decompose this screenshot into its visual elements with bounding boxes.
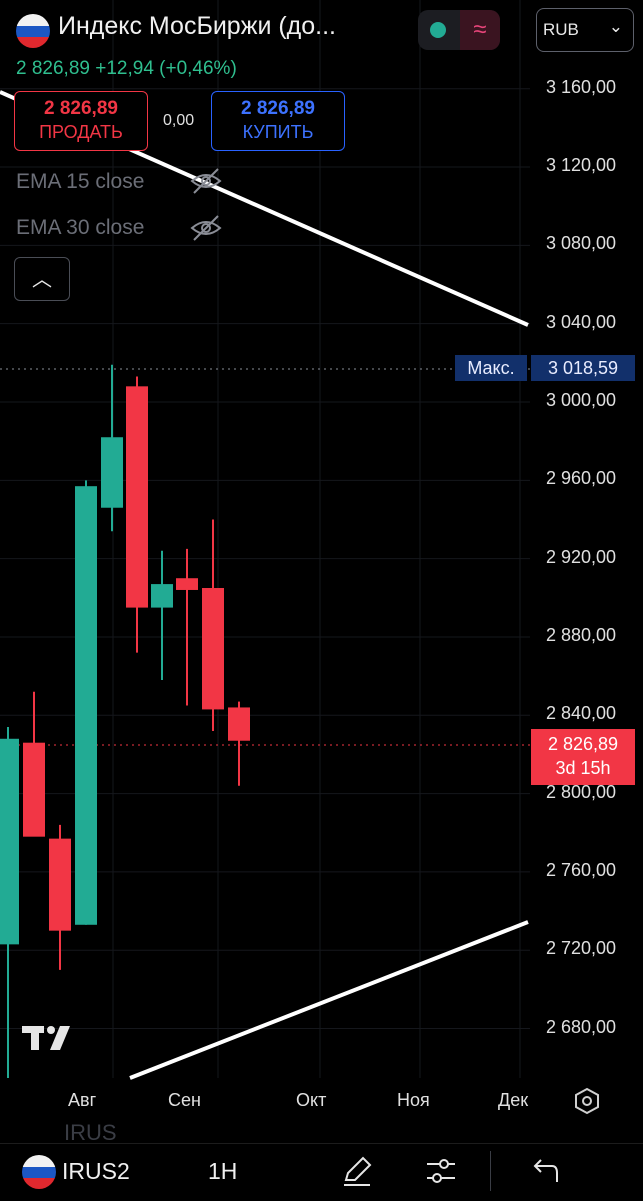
candle-up <box>75 486 97 925</box>
market-status-pill[interactable]: ≈ <box>418 10 500 50</box>
price-tick-label: 2 840,00 <box>546 703 617 724</box>
sliders-icon[interactable] <box>424 1154 458 1188</box>
countdown-value: 3d 15h <box>555 758 611 778</box>
candle-down <box>202 588 224 710</box>
time-tick-label: Ноя <box>397 1090 430 1110</box>
sell-label: ПРОДАТЬ <box>39 122 123 142</box>
candle-up <box>151 584 173 608</box>
currency-select[interactable]: RUB ⌄ <box>536 8 634 52</box>
ghost-symbol: IRUS <box>64 1120 117 1145</box>
support-trendline <box>129 920 529 1080</box>
price-tick-label: 2 920,00 <box>546 546 617 567</box>
pencil-icon[interactable] <box>340 1154 374 1188</box>
bottom-toolbar <box>0 1143 643 1201</box>
candles <box>0 364 250 1078</box>
time-tick-label: Дек <box>498 1090 529 1110</box>
russia-flag-icon <box>22 1155 56 1189</box>
candle-down <box>228 707 250 741</box>
price-tick-label: 2 960,00 <box>546 468 617 489</box>
chevron-down-icon: ⌄ <box>608 17 623 36</box>
candle-up <box>0 738 19 945</box>
sell-price: 2 826,89 <box>44 98 118 119</box>
buy-button[interactable]: 2 826,89 КУПИТЬ <box>211 91 345 151</box>
toolbar-divider <box>490 1151 491 1191</box>
price-tick-label: 3 080,00 <box>546 233 617 254</box>
price-tick-label: 3 000,00 <box>546 390 617 410</box>
buy-label: КУПИТЬ <box>242 122 314 142</box>
spread-value: 0,00 <box>163 112 195 129</box>
price-tick-label: 3 120,00 <box>546 155 617 176</box>
max-price-label: Макс. <box>455 355 527 381</box>
collapse-indicators-button[interactable]: ︿ <box>14 257 70 301</box>
max-price-value: 3 018,59 <box>531 355 635 381</box>
currency-label: RUB <box>543 20 579 39</box>
undo-icon[interactable] <box>526 1154 560 1188</box>
price-tick-label: 2 800,00 <box>546 781 617 802</box>
time-tick-label: Авг <box>68 1090 97 1110</box>
candle-down <box>49 838 71 931</box>
symbol-title[interactable]: Индекс МосБиржи (до... <box>58 12 337 40</box>
eye-off-icon[interactable] <box>189 213 223 243</box>
price-tick-label: 2 680,00 <box>546 1016 617 1037</box>
time-tick-label: Окт <box>296 1090 327 1110</box>
symbol-selector[interactable]: IRUS2 <box>62 1158 130 1184</box>
price-tick-label: 2 720,00 <box>546 938 617 959</box>
buy-price: 2 826,89 <box>241 98 315 119</box>
wave-icon: ≈ <box>460 10 500 50</box>
candle-down <box>176 578 198 590</box>
timeframe-selector[interactable]: 1H <box>208 1158 238 1184</box>
candle-down <box>23 742 45 837</box>
sell-button[interactable]: 2 826,89 ПРОДАТЬ <box>14 91 148 151</box>
chevron-up-icon: ︿ <box>32 269 52 291</box>
candle-up <box>101 437 123 508</box>
candle-down <box>126 386 148 608</box>
settings-hexagon-icon[interactable] <box>572 1086 602 1116</box>
price-tick-label: 3 160,00 <box>546 76 617 97</box>
price-tick-label: 2 760,00 <box>546 859 617 880</box>
market-dot-icon <box>430 22 446 38</box>
eye-off-icon[interactable] <box>189 166 223 196</box>
price-tick-label: 2 880,00 <box>546 624 617 645</box>
last-price-badge: 2 826,89 3d 15h <box>531 729 635 785</box>
indicator-ema15-label[interactable]: EMA 15 close <box>16 170 145 193</box>
last-price-value: 2 826,89 <box>547 734 619 754</box>
russia-flag-icon <box>16 14 50 48</box>
indicator-ema30-label[interactable]: EMA 30 close <box>16 216 145 239</box>
price-tick-label: 3 040,00 <box>546 311 617 332</box>
price-chart[interactable] <box>0 0 643 1143</box>
time-tick-label: Сен <box>168 1090 201 1110</box>
tradingview-logo-icon <box>22 1026 70 1050</box>
quote-line: 2 826,89 +12,94 (+0,46%) <box>16 58 237 79</box>
